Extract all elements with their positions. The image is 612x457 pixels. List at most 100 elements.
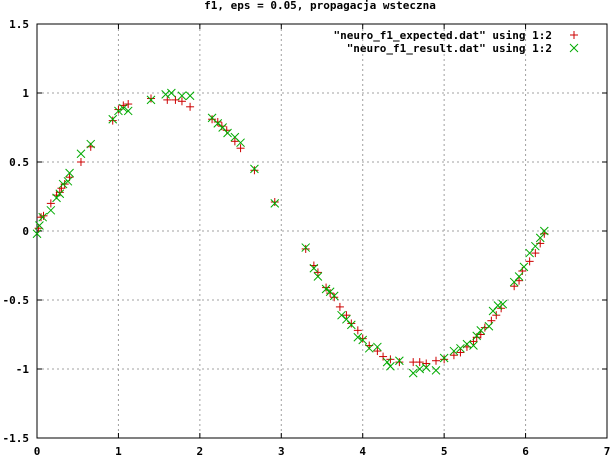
data-point (421, 363, 431, 372)
data-point (342, 311, 351, 320)
data-point (108, 116, 117, 125)
data-point (161, 90, 171, 99)
data-point (301, 243, 311, 252)
data-point (498, 299, 508, 309)
data-point (539, 226, 549, 236)
data-point (431, 366, 441, 375)
data-point (321, 284, 331, 294)
data-point (35, 221, 44, 230)
data-point (86, 139, 96, 149)
x-tick-label: 1 (115, 445, 122, 457)
data-point (313, 268, 322, 277)
data-point (353, 326, 362, 335)
data-point (408, 368, 418, 378)
data-point (208, 115, 217, 124)
data-point (63, 176, 73, 186)
data-point (472, 331, 482, 341)
data-point (46, 199, 55, 208)
y-tick-label: 0 (22, 225, 29, 238)
data-point (358, 335, 368, 345)
data-point (38, 212, 48, 222)
data-point (386, 361, 395, 371)
data-point (535, 233, 545, 243)
y-tick-label: 0.5 (9, 156, 29, 169)
data-point (301, 244, 310, 253)
data-point (449, 351, 458, 360)
data-point (124, 100, 133, 109)
data-point (379, 352, 388, 361)
data-point (335, 302, 344, 311)
data-point (213, 117, 222, 126)
data-point (177, 97, 186, 106)
x-tick-label: 0 (34, 445, 41, 457)
data-point (519, 262, 529, 272)
x-tick-label: 4 (359, 445, 366, 457)
data-point (525, 248, 534, 258)
data-point (530, 241, 540, 251)
data-point (309, 263, 319, 273)
data-point (123, 106, 133, 116)
data-point (186, 102, 195, 111)
data-point (250, 166, 259, 175)
legend-marker-result (569, 43, 579, 53)
y-tick-labels: 1.5 1 0.5 0 -0.5 -1 -1.5 (3, 18, 30, 445)
data-point (222, 126, 231, 135)
data-point (472, 333, 481, 342)
data-series (32, 88, 549, 378)
data-point (382, 357, 392, 367)
legend-marker (570, 31, 578, 39)
data-point (46, 205, 56, 215)
y-tick-label: 1.5 (9, 18, 29, 31)
legend-label-expected: "neuro_f1_expected.dat" using 1:2 (333, 29, 552, 42)
data-point (270, 199, 280, 208)
data-point (347, 319, 356, 328)
legend-marker-expected (570, 31, 578, 39)
data-point (514, 272, 524, 281)
data-point (422, 359, 431, 368)
data-point (236, 144, 245, 153)
data-point (230, 137, 239, 146)
data-point (177, 91, 187, 101)
data-point (313, 272, 323, 281)
data-point (525, 257, 534, 266)
data-point (270, 198, 279, 207)
legend-marker (569, 43, 579, 53)
data-point (146, 95, 156, 105)
data-point (456, 343, 465, 353)
data-point (55, 189, 65, 199)
data-point (34, 224, 43, 233)
y-tick-label: 1 (22, 87, 29, 100)
data-point (476, 326, 486, 335)
data-point (432, 356, 440, 365)
x-tick-label: 5 (441, 445, 448, 457)
x-tick-label: 3 (278, 445, 285, 457)
data-point (114, 105, 123, 114)
x-tick-label: 6 (522, 445, 529, 457)
data-point (456, 348, 465, 357)
data-point (147, 94, 155, 103)
data-point (358, 334, 367, 343)
data-point (484, 321, 494, 331)
data-point (76, 149, 86, 159)
series-result (32, 88, 549, 378)
data-point (163, 95, 172, 104)
data-point (326, 289, 335, 298)
axis-ticks (36, 23, 608, 439)
data-point (510, 282, 519, 291)
data-point (329, 291, 339, 301)
data-point (65, 168, 74, 178)
data-point (185, 91, 195, 101)
legend: "neuro_f1_expected.dat" using 1:2 "neuro… (333, 29, 579, 55)
data-point (167, 88, 176, 98)
x-tick-labels: 0 1 2 3 4 5 6 7 (34, 445, 611, 457)
series-expected (34, 94, 549, 368)
data-point (364, 343, 374, 353)
data-point (439, 353, 449, 363)
data-point (493, 301, 503, 310)
data-point (223, 128, 232, 138)
y-tick-label: -0.5 (3, 294, 30, 307)
y-tick-label: -1 (16, 363, 30, 376)
data-point (76, 158, 85, 166)
data-point (469, 341, 478, 350)
